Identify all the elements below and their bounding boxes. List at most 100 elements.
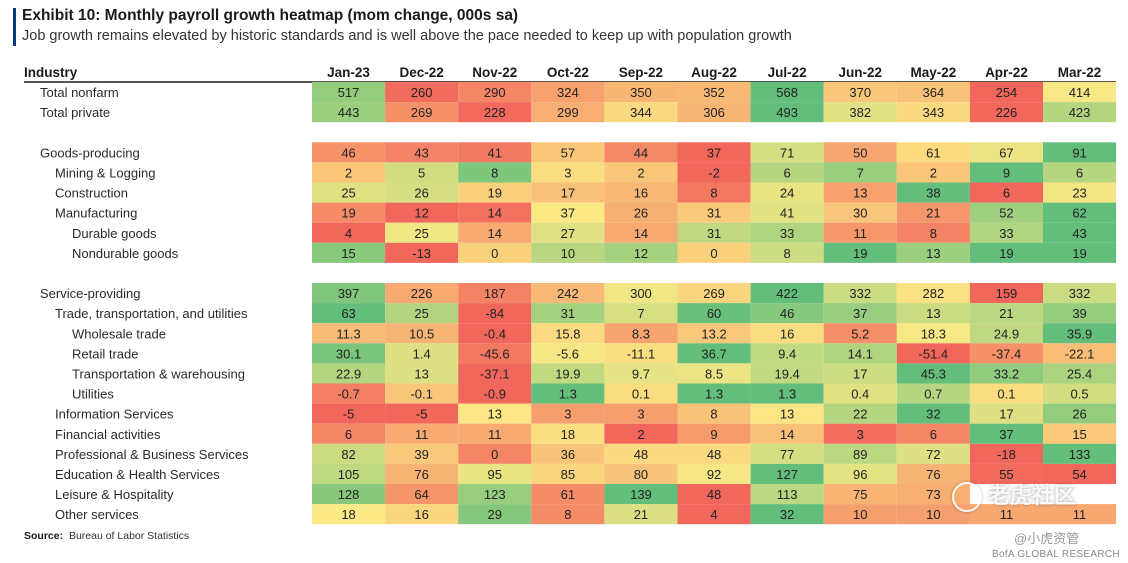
heatmap-cell: [458, 222, 532, 243]
heatmap-cell: [750, 222, 824, 243]
cell-value: 15: [341, 246, 355, 261]
cell-value: 26: [414, 186, 428, 201]
row-label: Nondurable goods: [72, 246, 179, 261]
heatmap-cell: [750, 363, 824, 384]
cell-value: 6: [784, 165, 791, 180]
cell-value: 85: [561, 467, 575, 482]
heatmap-cell: [677, 142, 751, 163]
cell-value: 8: [930, 226, 937, 241]
cell-value: 63: [341, 306, 355, 321]
heatmap-cell: [969, 423, 1043, 444]
cell-value: 27: [561, 226, 575, 241]
cell-value: 71: [780, 145, 794, 160]
heatmap-cell: [677, 383, 751, 404]
heatmap-cell: [896, 443, 970, 464]
cell-value: 11: [415, 427, 429, 442]
heatmap-cell: [823, 102, 897, 123]
heatmap-cell: [385, 403, 459, 424]
heatmap-cell: [823, 403, 897, 424]
cell-value: 269: [703, 286, 725, 301]
heatmap-cell: [312, 102, 386, 123]
cell-value: 0.1: [997, 387, 1015, 402]
heatmap-cell: [969, 463, 1043, 484]
cell-value: 89: [853, 447, 867, 462]
cell-value: 6: [345, 427, 352, 442]
row-label: Service-providing: [40, 286, 140, 301]
heatmap-cell: [1043, 423, 1117, 444]
cell-value: 37: [999, 427, 1013, 442]
heatmap-cell: [823, 162, 897, 183]
heatmap-cell: [677, 484, 751, 505]
heatmap-cell: [385, 363, 459, 384]
cell-value: 0: [491, 246, 498, 261]
heatmap-cell: [969, 202, 1043, 223]
cell-value: 36: [561, 447, 575, 462]
cell-value: 568: [776, 85, 798, 100]
heatmap-cell: [604, 504, 678, 525]
cell-value: 75: [853, 487, 867, 502]
heatmap-cell: [312, 202, 386, 223]
heatmap-cell: [458, 484, 532, 505]
cell-value: 31: [707, 226, 721, 241]
cell-value: 0.4: [851, 387, 869, 402]
row-label: Financial activities: [55, 427, 161, 442]
heatmap-cell: [531, 222, 605, 243]
cell-value: 260: [411, 85, 433, 100]
heatmap-cell: [604, 222, 678, 243]
cell-value: 187: [484, 286, 506, 301]
row-label: Leisure & Hospitality: [55, 487, 174, 502]
cell-value: 19: [853, 246, 867, 261]
cell-value: 13: [414, 366, 428, 381]
cell-value: 300: [630, 286, 652, 301]
heatmap-cell: [969, 82, 1043, 103]
heatmap-cell: [896, 142, 970, 163]
cell-value: -11.1: [627, 346, 656, 361]
heatmap-cell: [1043, 82, 1117, 103]
cell-value: 14: [634, 226, 648, 241]
heatmap-cell: [750, 102, 824, 123]
cell-value: 67: [999, 145, 1013, 160]
cell-value: 57: [561, 145, 575, 160]
heatmap-cell: [896, 283, 970, 304]
cell-value: 48: [707, 447, 721, 462]
cell-value: -5: [416, 407, 428, 422]
heatmap-cell: [531, 82, 605, 103]
exhibit-subtitle: Job growth remains elevated by historic …: [22, 28, 792, 44]
heatmap-cell: [750, 383, 824, 404]
cell-value: 16: [780, 326, 794, 341]
cell-value: 8: [491, 165, 498, 180]
cell-value: 3: [637, 407, 644, 422]
cell-value: 25: [414, 226, 428, 241]
cell-value: 48: [634, 447, 648, 462]
heatmap-cell: [385, 182, 459, 203]
heatmap-cell: [531, 383, 605, 404]
cell-value: 2: [930, 165, 937, 180]
cell-value: -5: [343, 407, 355, 422]
cell-value: 41: [780, 206, 794, 221]
cell-value: 22.9: [336, 366, 361, 381]
cell-value: 0.7: [924, 387, 942, 402]
row-label: Education & Health Services: [55, 467, 220, 482]
heatmap-cell: [750, 162, 824, 183]
cell-value: 0: [491, 447, 498, 462]
exhibit-title: Exhibit 10: Monthly payroll growth heatm…: [22, 7, 519, 24]
heatmap-cell: [1043, 383, 1117, 404]
cell-value: 19.4: [774, 366, 799, 381]
heatmap-cell: [969, 303, 1043, 324]
cell-value: 414: [1069, 85, 1091, 100]
heatmap-cell: [312, 82, 386, 103]
heatmap-cell: [969, 162, 1043, 183]
cell-value: 12: [634, 246, 648, 261]
row-label: Wholesale trade: [72, 326, 166, 341]
heatmap-cell: [531, 182, 605, 203]
cell-value: 18: [561, 427, 575, 442]
row-label: Trade, transportation, and utilities: [55, 306, 248, 321]
heatmap-cell: [458, 363, 532, 384]
heatmap-cell: [896, 82, 970, 103]
cell-value: 2: [637, 165, 644, 180]
heatmap-cell: [750, 202, 824, 223]
cell-value: 269: [411, 105, 433, 120]
cell-value: 46: [780, 306, 794, 321]
cell-value: 299: [557, 105, 579, 120]
cell-value: 52: [999, 206, 1013, 221]
